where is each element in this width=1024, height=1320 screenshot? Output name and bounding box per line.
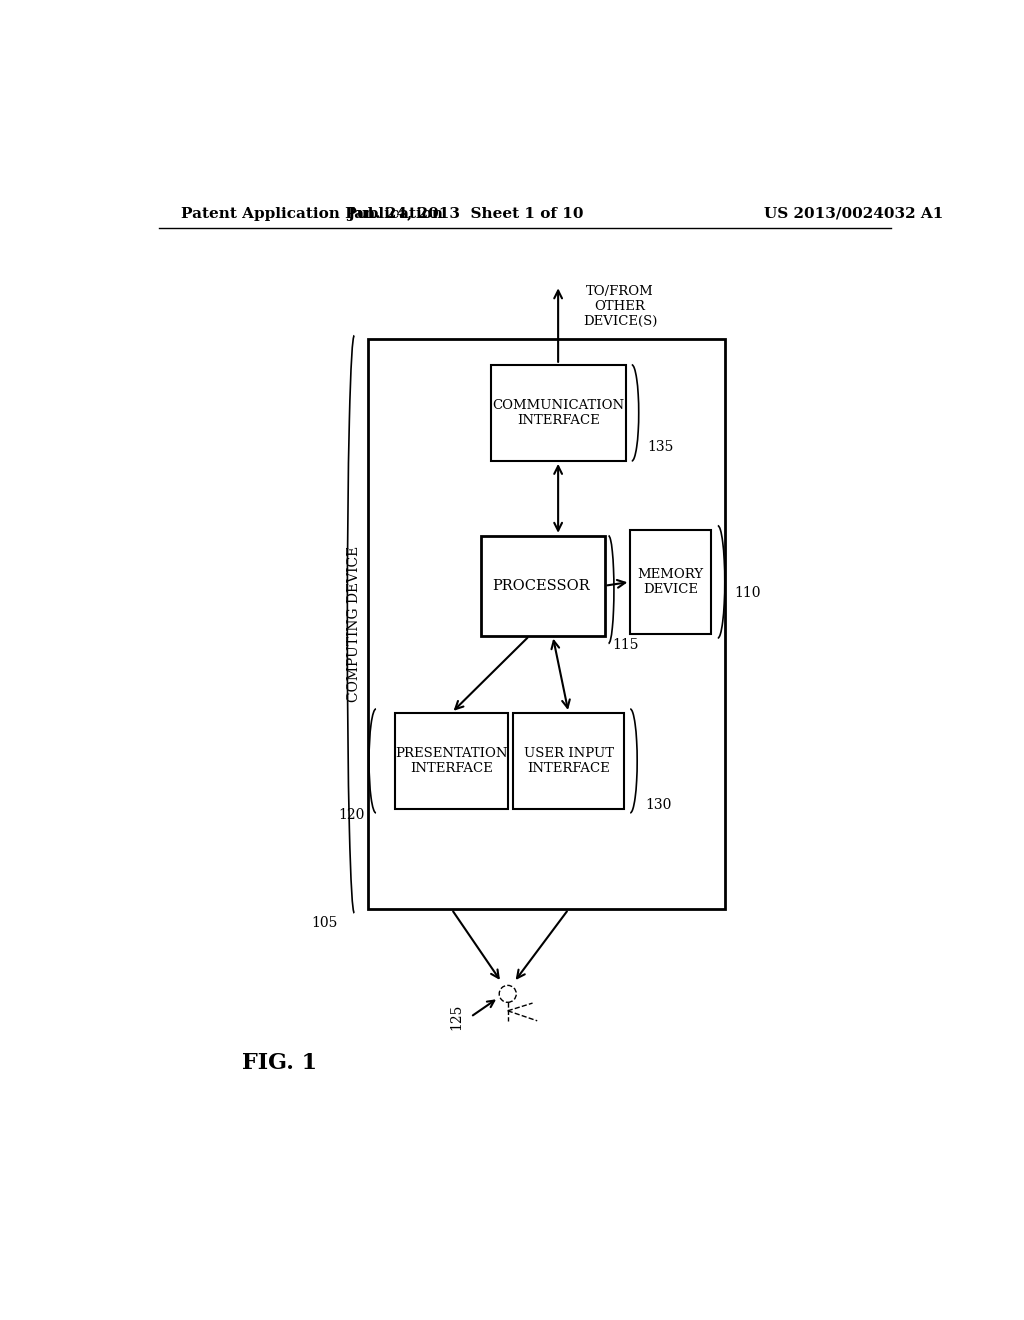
Bar: [630, 529, 711, 635]
Text: 105: 105: [311, 916, 337, 931]
Text: TO/FROM
OTHER
DEVICE(S): TO/FROM OTHER DEVICE(S): [583, 285, 657, 327]
Text: USER INPUT
INTERFACE: USER INPUT INTERFACE: [523, 747, 613, 775]
Text: Patent Application Publication: Patent Application Publication: [180, 207, 442, 220]
Text: US 2013/0024032 A1: US 2013/0024032 A1: [764, 207, 943, 220]
Bar: [369, 339, 725, 909]
Text: COMMUNICATION
INTERFACE: COMMUNICATION INTERFACE: [493, 399, 625, 426]
Bar: [395, 713, 508, 809]
Text: 130: 130: [646, 799, 672, 812]
Bar: [513, 713, 624, 809]
Bar: [480, 536, 604, 636]
Text: 115: 115: [612, 638, 639, 652]
Text: FIG. 1: FIG. 1: [242, 1052, 316, 1074]
Text: 120: 120: [338, 808, 365, 822]
Text: PROCESSOR: PROCESSOR: [493, 578, 590, 593]
Text: PRESENTATION
INTERFACE: PRESENTATION INTERFACE: [395, 747, 508, 775]
Bar: [490, 364, 626, 461]
Text: MEMORY
DEVICE: MEMORY DEVICE: [637, 568, 703, 595]
Text: 110: 110: [734, 586, 761, 601]
Text: 135: 135: [647, 440, 674, 454]
Text: Jan. 24, 2013  Sheet 1 of 10: Jan. 24, 2013 Sheet 1 of 10: [347, 207, 584, 220]
Text: 125: 125: [450, 1003, 464, 1030]
Text: COMPUTING DEVICE: COMPUTING DEVICE: [347, 546, 361, 702]
